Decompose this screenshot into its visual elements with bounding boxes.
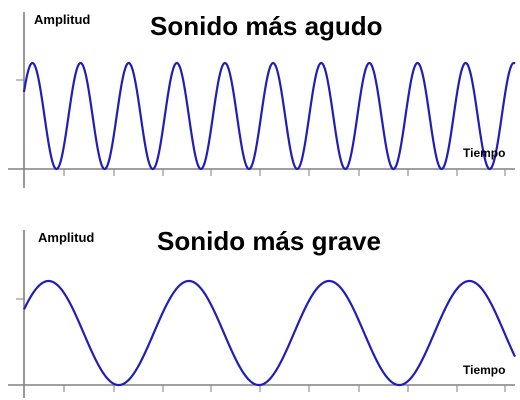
y-axis-label-agudo: Amplitud: [34, 12, 90, 27]
panel-title-grave: Sonido más grave: [157, 226, 381, 256]
y-axis-label-grave: Amplitud: [38, 230, 94, 245]
x-ticks-agudo: [63, 169, 506, 176]
panel-agudo: Amplitud Sonido más agudo Tiempo: [8, 11, 516, 188]
x-ticks-grave: [63, 385, 506, 392]
sine-wave-agudo: [22, 61, 516, 171]
sine-wave-grave: [23, 279, 516, 387]
x-axis-label-grave: Tiempo: [463, 363, 505, 377]
panel-title-agudo: Sonido más agudo: [150, 11, 383, 41]
x-axis-label-agudo: Tiempo: [463, 146, 505, 160]
panel-grave: Amplitud Sonido más grave Tiempo: [8, 226, 516, 398]
